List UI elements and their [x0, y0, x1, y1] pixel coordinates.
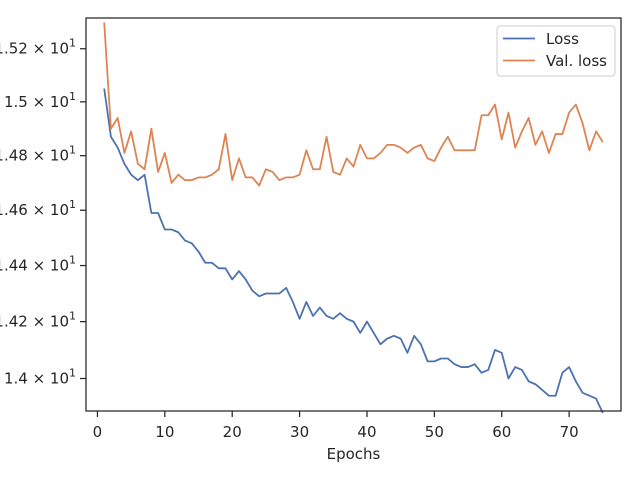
y-tick-label: 1.44 × 101 [0, 254, 76, 275]
x-tick-label: 0 [93, 423, 103, 441]
x-tick-label: 60 [492, 423, 511, 441]
x-tick-label: 30 [290, 423, 309, 441]
x-tick-label: 20 [223, 423, 242, 441]
y-tick-label: 1.48 × 101 [0, 144, 76, 165]
x-axis-label: Epochs [327, 445, 381, 463]
x-tick-label: 10 [155, 423, 174, 441]
series-layer [103, 22, 604, 414]
x-tick-label: 70 [560, 423, 579, 441]
y-tick-label: 1.42 × 101 [0, 310, 76, 331]
y-tick-label: 1.52 × 101 [0, 37, 76, 58]
x-tick-label: 50 [425, 423, 444, 441]
legend: Loss Val. loss [496, 25, 616, 77]
legend-label-val-loss: Val. loss [546, 52, 607, 70]
y-tick-label: 1.4 × 101 [4, 367, 76, 388]
legend-label-loss: Loss [546, 30, 579, 48]
plot-frame [85, 17, 622, 412]
plot-area [86, 18, 621, 411]
y-tick-label: 1.5 × 101 [4, 90, 76, 111]
x-tick-label: 40 [357, 423, 376, 441]
x-axis: 0 10 20 30 40 50 60 70 [93, 411, 579, 441]
y-tick-label: 1.46 × 101 [0, 198, 76, 219]
series-line-1 [103, 22, 604, 187]
y-axis: 1.4 × 101 1.42 × 101 1.44 × 101 1.46 × 101 1… [0, 37, 86, 388]
series-line-0 [103, 88, 604, 414]
